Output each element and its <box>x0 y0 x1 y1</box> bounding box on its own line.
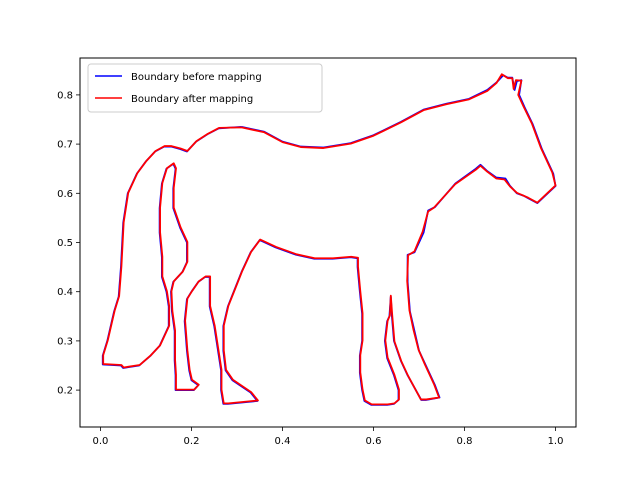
x-axis: 0.0 0.2 0.4 0.6 0.8 1.0 <box>93 427 564 447</box>
legend-label-after: Boundary after mapping <box>131 94 253 105</box>
x-tick-label: 0.4 <box>275 436 291 447</box>
y-axis: 0.2 0.3 0.4 0.5 0.6 0.7 0.8 <box>57 90 80 397</box>
series-layer <box>101 73 557 406</box>
legend: Boundary before mapping Boundary after m… <box>87 63 323 113</box>
x-tick-label: 0.2 <box>184 436 200 447</box>
x-tick-label: 1.0 <box>548 436 564 447</box>
x-tick-label: 0.6 <box>366 436 382 447</box>
y-tick-label: 0.5 <box>57 238 73 249</box>
x-tick-label: 0.0 <box>93 436 109 447</box>
legend-label-before: Boundary before mapping <box>131 72 262 83</box>
y-tick-label: 0.2 <box>57 386 73 397</box>
y-tick-label: 0.7 <box>57 140 73 151</box>
series-line-after <box>102 73 557 406</box>
legend-box <box>87 63 323 113</box>
y-tick-label: 0.6 <box>57 189 73 200</box>
y-tick-label: 0.8 <box>57 90 73 101</box>
x-tick-label: 0.8 <box>457 436 473 447</box>
y-tick-label: 0.4 <box>57 287 73 298</box>
y-tick-label: 0.3 <box>57 336 73 347</box>
